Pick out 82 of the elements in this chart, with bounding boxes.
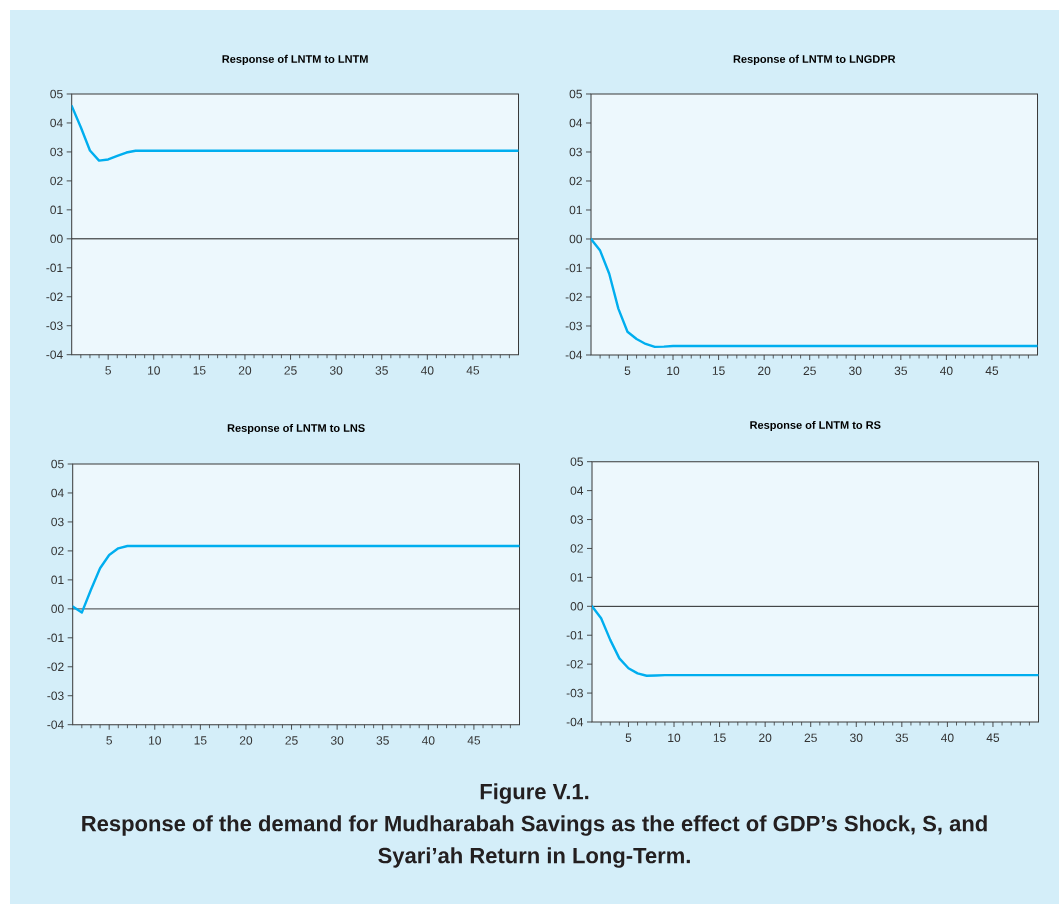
x-tick-label: 10 — [149, 736, 161, 745]
y-tick-label: 05 — [569, 89, 582, 99]
x-tick-label: 40 — [940, 366, 953, 376]
chart-title: Response of LNTM to RS — [750, 420, 881, 432]
y-tick-label: -03 — [566, 688, 583, 698]
x-tick-label: 35 — [375, 366, 388, 375]
y-tick-label: -03 — [46, 321, 63, 330]
y-tick-label: -01 — [46, 263, 63, 273]
y-tick-label: 03 — [50, 147, 63, 157]
y-tick-label: 01 — [51, 575, 64, 585]
x-tick-label: 20 — [239, 736, 253, 745]
y-tick-label: 02 — [569, 176, 582, 186]
x-tick-label: 5 — [106, 736, 112, 745]
x-tick-label: 10 — [148, 366, 160, 375]
y-tick-label: 04 — [570, 486, 584, 495]
x-tick-label: 30 — [330, 736, 344, 745]
y-tick-label: -04 — [566, 717, 584, 727]
x-tick-label: 15 — [193, 366, 206, 375]
x-tick-label: 25 — [284, 366, 297, 375]
x-tick-label: 10 — [667, 366, 680, 376]
x-tick-label: 15 — [194, 736, 207, 745]
y-tick-label: -02 — [47, 662, 64, 672]
x-tick-label: 40 — [941, 733, 954, 743]
x-tick-label: 5 — [105, 366, 111, 375]
x-tick-label: 25 — [804, 733, 817, 743]
y-tick-label: 04 — [51, 488, 64, 498]
x-tick-label: 15 — [713, 733, 726, 742]
y-tick-label: 05 — [51, 459, 64, 469]
x-tick-label: 45 — [467, 736, 481, 745]
x-tick-label: 30 — [849, 366, 862, 376]
y-tick-label: 02 — [570, 544, 583, 553]
x-tick-label: 15 — [712, 366, 725, 375]
y-tick-label: 00 — [569, 234, 583, 244]
y-tick-label: -02 — [565, 292, 582, 302]
text: Response of the demand for Mudharabah Savings as the effect of GDP’s Shock, S, and Syari’ah Return in Long-Term. — [82, 815, 987, 868]
x-tick-label: 20 — [759, 733, 772, 743]
y-tick-label: -04 — [565, 350, 583, 360]
y-tick-label: 00 — [51, 604, 64, 614]
x-tick-label: 35 — [894, 366, 907, 376]
x-tick-label: 10 — [668, 733, 681, 743]
y-tick-label: 03 — [51, 517, 64, 527]
y-tick-label: 04 — [569, 118, 583, 128]
y-tick-label: 03 — [570, 515, 583, 524]
x-tick-label: 20 — [238, 366, 252, 375]
y-tick-label: 01 — [50, 205, 63, 215]
y-tick-label: -04 — [47, 720, 64, 729]
chart-title: Response of LNTM to LNGDPR — [733, 54, 896, 66]
y-tick-label: 00 — [570, 602, 584, 611]
x-tick-label: 40 — [421, 736, 435, 745]
y-tick-label: 05 — [570, 457, 583, 466]
y-tick-label: 04 — [50, 118, 63, 128]
x-tick-label: 40 — [420, 366, 434, 375]
x-tick-label: 35 — [895, 733, 908, 743]
x-tick-label: 30 — [329, 366, 343, 375]
chart-title: Response of LNTM to LNS — [227, 423, 365, 435]
y-tick-label: -01 — [566, 630, 583, 640]
x-tick-label: 45 — [986, 733, 1000, 742]
y-tick-label: -04 — [46, 350, 63, 359]
y-tick-label: -02 — [566, 659, 583, 669]
y-tick-label: 00 — [50, 234, 63, 244]
y-tick-label: 02 — [50, 176, 63, 186]
y-tick-label: 02 — [51, 546, 64, 556]
y-tick-label: 03 — [569, 147, 582, 157]
x-tick-label: 35 — [376, 736, 389, 745]
x-tick-label: 45 — [985, 366, 999, 375]
y-tick-label: 05 — [50, 89, 63, 99]
y-tick-label: -01 — [47, 633, 64, 643]
x-tick-label: 25 — [285, 736, 298, 745]
y-tick-label: -01 — [565, 263, 582, 273]
chart-title: Response of LNTM to LNTM — [222, 54, 368, 66]
x-tick-label: 25 — [803, 366, 816, 376]
x-tick-label: 45 — [466, 366, 480, 375]
y-tick-label: -02 — [46, 292, 63, 301]
y-tick-label: -03 — [565, 321, 582, 331]
x-tick-label: 30 — [850, 733, 863, 743]
text: Figure V.1. — [480, 783, 589, 804]
x-tick-label: 20 — [758, 366, 771, 376]
y-tick-label: 01 — [570, 573, 583, 582]
y-tick-label: -03 — [47, 691, 64, 700]
x-tick-label: 5 — [625, 733, 632, 742]
y-tick-label: 01 — [569, 205, 582, 215]
x-tick-label: 5 — [624, 366, 631, 375]
